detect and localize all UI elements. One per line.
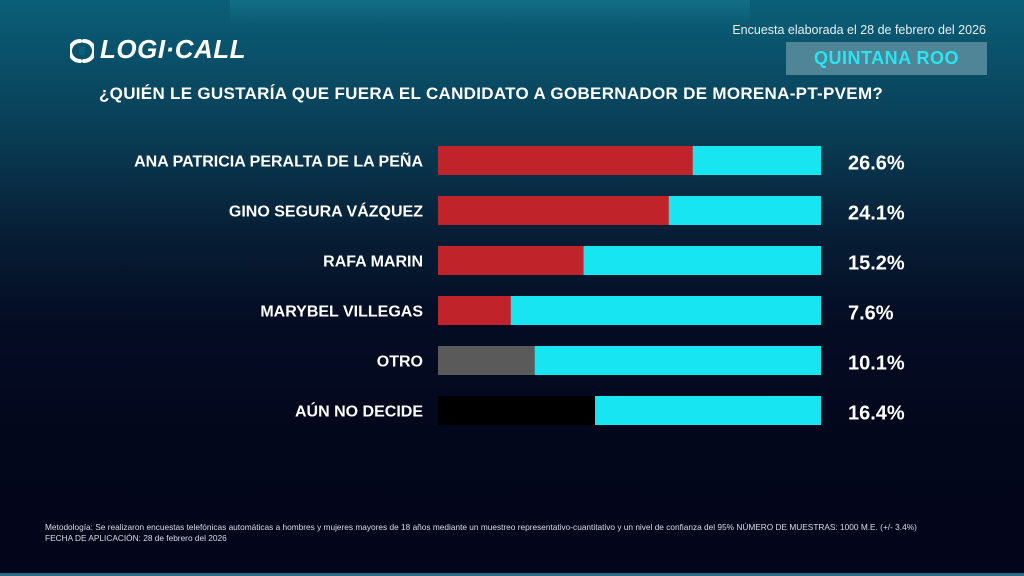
bar bbox=[438, 296, 511, 325]
value-label: 16.4% bbox=[848, 403, 905, 425]
bar bbox=[438, 196, 669, 225]
region-badge: QUINTANA ROO bbox=[786, 42, 987, 75]
chart-title: ¿QUIÉN LE GUSTARÍA QUE FUERA EL CANDIDAT… bbox=[99, 84, 884, 103]
bar bbox=[438, 246, 584, 275]
category-label: AÚN NO DECIDE bbox=[295, 402, 423, 421]
value-label: 24.1% bbox=[848, 203, 905, 225]
category-label: GINO SEGURA VÁZQUEZ bbox=[229, 202, 423, 221]
application-date: FECHA DE APLICACIÓN: 28 de febrero del 2… bbox=[45, 533, 227, 543]
value-label: 7.6% bbox=[848, 303, 894, 325]
value-label: 10.1% bbox=[848, 353, 905, 375]
bar bbox=[438, 146, 693, 175]
bar-row: MARYBEL VILLEGAS 7.6% bbox=[260, 296, 894, 325]
bar-row: GINO SEGURA VÁZQUEZ 24.1% bbox=[229, 196, 905, 225]
category-label: OTRO bbox=[377, 354, 423, 371]
header-texture bbox=[230, 0, 750, 26]
logo: LOGI·CALL bbox=[68, 34, 247, 65]
category-label: RAFA MARIN bbox=[323, 254, 423, 271]
survey-date: Encuesta elaborada el 28 de febrero del … bbox=[732, 23, 986, 37]
footnote: Metodología: Se realizaron encuestas tel… bbox=[45, 522, 917, 544]
bottom-border bbox=[0, 573, 1024, 576]
bar-row: ANA PATRICIA PERALTA DE LA PEÑA 26.6% bbox=[134, 146, 905, 175]
value-label: 26.6% bbox=[848, 153, 905, 175]
methodology-text: Metodología: Se realizaron encuestas tel… bbox=[45, 522, 917, 532]
bar bbox=[438, 346, 535, 375]
category-label: MARYBEL VILLEGAS bbox=[260, 304, 423, 321]
category-label: ANA PATRICIA PERALTA DE LA PEÑA bbox=[134, 151, 423, 171]
value-label: 15.2% bbox=[848, 253, 905, 275]
bar-row: AÚN NO DECIDE 16.4% bbox=[295, 396, 905, 425]
bar bbox=[438, 396, 596, 425]
bar-row: RAFA MARIN 15.2% bbox=[323, 246, 905, 275]
logo-text: LOGI·CALL bbox=[100, 34, 247, 64]
region-label: QUINTANA ROO bbox=[814, 48, 959, 68]
bar-row: OTRO 10.1% bbox=[377, 346, 905, 375]
